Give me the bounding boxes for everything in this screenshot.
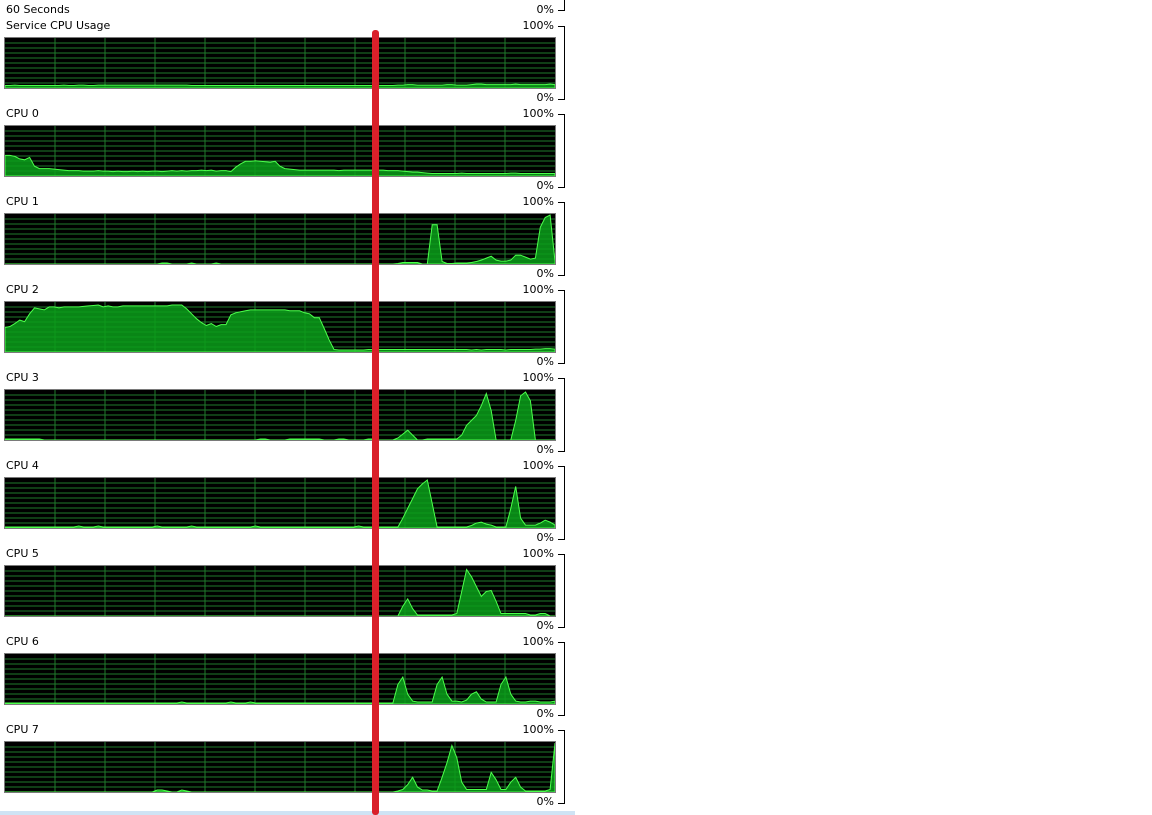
graph-min-label: 0% [536,795,554,808]
graph-scale-bracket [558,642,565,716]
graph-max-label: 100% [522,371,554,384]
usage-area [5,391,555,440]
graph-plot [5,654,555,704]
graph-min-label: 0% [536,531,554,544]
cpu-usage-graph [4,741,556,793]
graph-plot [5,742,555,792]
graph-max-label: 100% [522,107,554,120]
header-zero-label: 0% [536,3,554,16]
usage-area [5,675,555,704]
graph-plot [5,390,555,440]
graph-max-label: 100% [522,723,554,736]
graph-title: CPU 1 [6,195,39,208]
graph-plot [5,126,555,176]
graph-scale-bracket [558,202,565,276]
graph-min-label: 0% [536,619,554,632]
cpu-usage-graph [4,389,556,441]
graph-scale-bracket [558,730,565,804]
graph-scale-bracket [558,466,565,540]
graph-min-label: 0% [536,91,554,104]
graph-max-label: 100% [522,547,554,560]
graph-max-label: 100% [522,283,554,296]
graph-plot [5,566,555,616]
graph-min-label: 0% [536,179,554,192]
graph-min-label: 0% [536,355,554,368]
graph-max-label: 100% [522,195,554,208]
cpu-usage-graph [4,477,556,529]
cpu-usage-graph [4,213,556,265]
graph-title: CPU 7 [6,723,39,736]
cpu-usage-graph [4,301,556,353]
graph-plot [5,478,555,528]
graph-max-label: 100% [522,19,554,32]
graph-title: CPU 0 [6,107,39,120]
graph-title: CPU 4 [6,459,39,472]
graph-max-label: 100% [522,459,554,472]
cpu-usage-graph [4,37,556,89]
usage-area [5,304,555,352]
cpu-usage-graph [4,653,556,705]
usage-area [5,83,555,88]
red-marker-line [372,30,379,815]
graph-plot [5,38,555,88]
graph-plot [5,302,555,352]
graph-min-label: 0% [536,707,554,720]
graph-scale-bracket [558,378,565,452]
cpu-usage-graph [4,565,556,617]
graph-title: CPU 5 [6,547,39,560]
graph-min-label: 0% [536,267,554,280]
graph-title: CPU 6 [6,635,39,648]
graph-min-label: 0% [536,443,554,456]
graph-scale-bracket [558,554,565,628]
graph-scale-bracket [558,26,565,100]
graph-scale-bracket [558,290,565,364]
graph-title: CPU 3 [6,371,39,384]
usage-area [5,568,555,616]
panel-bottom-border [0,811,575,815]
graph-title: Service CPU Usage [6,19,111,32]
cpu-usage-graph [4,125,556,177]
usage-area [5,479,555,528]
cpu-performance-panel: 60 Seconds 0% Service CPU Usage 100% 0% CPU… [0,0,575,815]
time-span-label: 60 Seconds [6,3,70,16]
header-scale-bracket [558,0,565,11]
graph-plot [5,214,555,264]
usage-area [5,214,555,264]
graph-scale-bracket [558,114,565,188]
graph-title: CPU 2 [6,283,39,296]
usage-area [5,742,555,792]
graph-max-label: 100% [522,635,554,648]
usage-area [5,154,555,176]
